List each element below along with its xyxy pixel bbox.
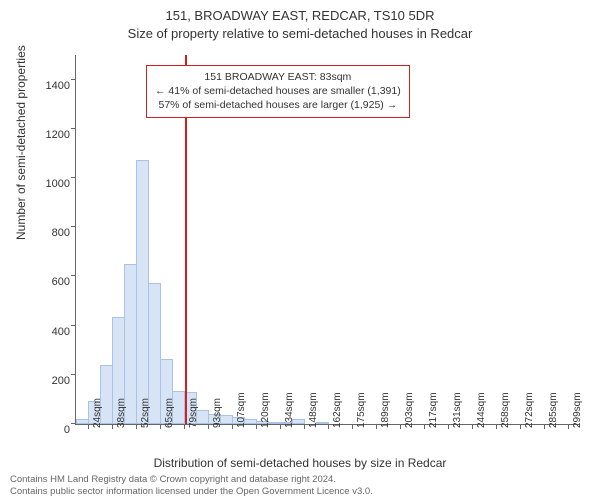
x-tick-label: 258sqm	[500, 392, 511, 428]
y-tick-label: 600	[52, 276, 76, 288]
x-tick-mark	[352, 424, 353, 429]
x-tick-label: 189sqm	[380, 392, 391, 428]
x-tick-mark	[208, 424, 209, 429]
y-axis-label: Number of semi-detached properties	[14, 45, 28, 240]
x-tick-mark	[496, 424, 497, 429]
x-tick-mark	[448, 424, 449, 429]
y-tick-label: 200	[52, 375, 76, 387]
x-tick-label: 175sqm	[356, 392, 367, 428]
x-tick-mark	[520, 424, 521, 429]
x-tick-mark	[88, 424, 89, 429]
x-tick-mark	[568, 424, 569, 429]
x-tick-label: 285sqm	[548, 392, 559, 428]
x-tick-label: 65sqm	[164, 398, 175, 428]
footer-line: Contains public sector information licen…	[10, 486, 373, 498]
x-tick-label: 217sqm	[428, 392, 439, 428]
x-tick-mark	[256, 424, 257, 429]
histogram-bar	[76, 419, 89, 424]
x-tick-mark	[136, 424, 137, 429]
x-tick-label: 148sqm	[308, 392, 319, 428]
x-tick-mark	[400, 424, 401, 429]
x-tick-mark	[184, 424, 185, 429]
x-tick-label: 79sqm	[188, 398, 199, 428]
y-tick-label: 1400	[46, 80, 76, 92]
x-tick-mark	[472, 424, 473, 429]
x-tick-label: 272sqm	[524, 392, 535, 428]
y-tick-label: 400	[52, 326, 76, 338]
y-tick-mark	[71, 325, 76, 326]
x-tick-label: 231sqm	[452, 392, 463, 428]
x-axis-label: Distribution of semi-detached houses by …	[0, 456, 600, 470]
y-tick-mark	[71, 275, 76, 276]
x-tick-label: 52sqm	[140, 398, 151, 428]
x-tick-mark	[424, 424, 425, 429]
y-tick-mark	[71, 374, 76, 375]
annotation-line: 151 BROADWAY EAST: 83sqm	[155, 70, 401, 84]
y-tick-mark	[71, 128, 76, 129]
address-line: 151, BROADWAY EAST, REDCAR, TS10 5DR	[0, 8, 600, 23]
y-tick-mark	[71, 177, 76, 178]
x-tick-mark	[376, 424, 377, 429]
y-tick-label: 800	[52, 227, 76, 239]
x-tick-label: 24sqm	[92, 398, 103, 428]
annotation-line: ← 41% of semi-detached houses are smalle…	[155, 84, 401, 98]
x-tick-label: 93sqm	[212, 398, 223, 428]
x-tick-mark	[112, 424, 113, 429]
x-tick-mark	[328, 424, 329, 429]
x-tick-label: 244sqm	[476, 392, 487, 428]
chart-plot-area: 151 BROADWAY EAST: 83sqm ← 41% of semi-d…	[75, 55, 580, 425]
y-tick-label: 1000	[46, 178, 76, 190]
x-tick-mark	[280, 424, 281, 429]
y-tick-mark	[71, 79, 76, 80]
x-tick-label: 162sqm	[332, 392, 343, 428]
annotation-box: 151 BROADWAY EAST: 83sqm ← 41% of semi-d…	[146, 65, 410, 118]
histogram-bar	[136, 160, 149, 424]
x-tick-mark	[160, 424, 161, 429]
x-tick-label: 299sqm	[572, 392, 583, 428]
y-tick-label: 1200	[46, 129, 76, 141]
y-tick-mark	[71, 226, 76, 227]
x-tick-label: 134sqm	[284, 392, 295, 428]
x-tick-mark	[304, 424, 305, 429]
footer-line: Contains HM Land Registry data © Crown c…	[10, 474, 373, 486]
chart-title: Size of property relative to semi-detach…	[0, 26, 600, 41]
x-tick-mark	[232, 424, 233, 429]
y-tick-label: 0	[64, 424, 76, 436]
annotation-line: 57% of semi-detached houses are larger (…	[155, 98, 401, 112]
x-tick-label: 120sqm	[260, 392, 271, 428]
x-tick-mark	[544, 424, 545, 429]
x-tick-label: 107sqm	[236, 392, 247, 428]
x-tick-label: 38sqm	[116, 398, 127, 428]
x-tick-label: 203sqm	[404, 392, 415, 428]
footer-attribution: Contains HM Land Registry data © Crown c…	[10, 474, 373, 498]
